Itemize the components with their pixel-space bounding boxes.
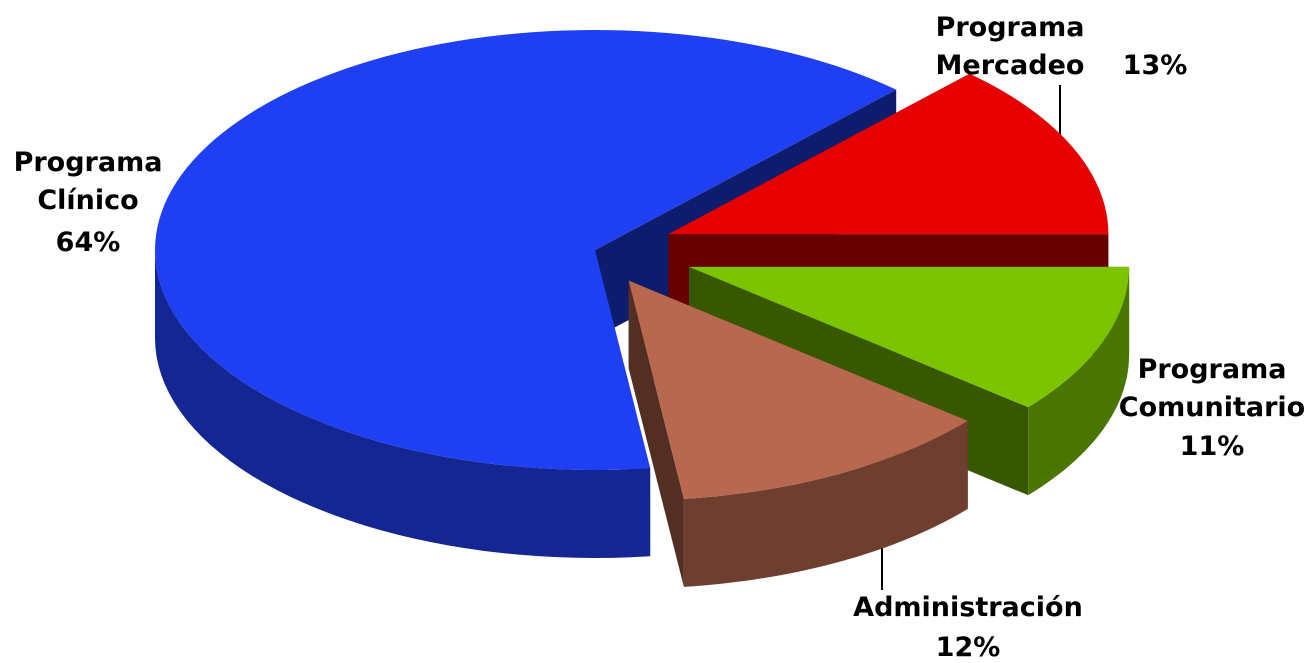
slice-top [689, 266, 1130, 408]
slice-wall [628, 280, 684, 587]
category-label: Programa Comunitario [1118, 354, 1306, 423]
slice-rim [683, 420, 968, 587]
slice-rim [155, 250, 651, 558]
value-label: 13% [1122, 50, 1188, 81]
slice-top [628, 280, 968, 499]
category-label: Administración [853, 592, 1083, 623]
value-label: 12% [935, 632, 1001, 663]
pie-slice [628, 280, 968, 587]
slice-top [668, 73, 1109, 235]
category-label: Programa Clínico [13, 147, 163, 216]
slice-rim [1028, 266, 1130, 496]
slice-top [155, 30, 897, 470]
category-label: Programa Mercadeo [935, 12, 1085, 81]
value-label: 11% [1179, 431, 1245, 462]
value-label: 64% [55, 227, 121, 258]
